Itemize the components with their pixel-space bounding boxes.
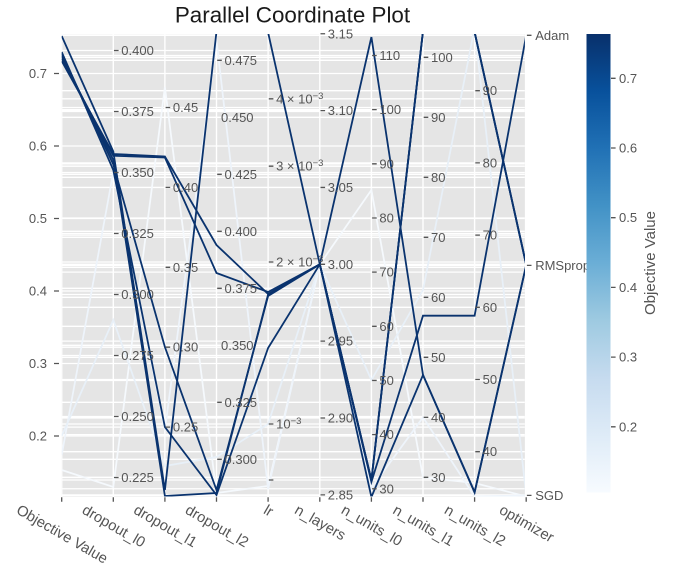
svg-text:SGD: SGD xyxy=(535,488,563,503)
svg-text:0.7: 0.7 xyxy=(29,66,47,81)
svg-text:60: 60 xyxy=(483,300,497,315)
svg-text:0.300: 0.300 xyxy=(121,287,154,302)
svg-text:2.85: 2.85 xyxy=(328,487,353,502)
svg-text:0.7: 0.7 xyxy=(619,71,637,86)
svg-text:0.225: 0.225 xyxy=(121,470,154,485)
svg-text:60: 60 xyxy=(379,319,393,334)
svg-text:0.6: 0.6 xyxy=(619,141,637,156)
svg-text:40: 40 xyxy=(431,410,445,425)
svg-text:0.35: 0.35 xyxy=(173,260,198,275)
svg-text:80: 80 xyxy=(431,170,445,185)
svg-text:0.5: 0.5 xyxy=(619,210,637,225)
svg-text:0.350: 0.350 xyxy=(221,338,254,353)
svg-text:70: 70 xyxy=(483,228,497,243)
svg-text:0.425: 0.425 xyxy=(225,167,258,182)
svg-text:0.350: 0.350 xyxy=(121,165,154,180)
svg-text:0.300: 0.300 xyxy=(225,452,258,467)
svg-text:50: 50 xyxy=(431,350,445,365)
svg-text:0.275: 0.275 xyxy=(121,348,154,363)
svg-text:0.375: 0.375 xyxy=(225,281,258,296)
svg-text:0.2: 0.2 xyxy=(29,429,47,444)
svg-text:100: 100 xyxy=(379,102,401,117)
svg-text:50: 50 xyxy=(483,372,497,387)
svg-text:0.375: 0.375 xyxy=(121,104,154,119)
svg-text:0.4: 0.4 xyxy=(29,284,47,299)
svg-text:0.250: 0.250 xyxy=(121,409,154,424)
svg-text:90: 90 xyxy=(483,83,497,98)
svg-text:30: 30 xyxy=(379,481,393,496)
svg-text:0.325: 0.325 xyxy=(225,395,258,410)
svg-text:0.25: 0.25 xyxy=(173,420,198,435)
svg-text:40: 40 xyxy=(483,444,497,459)
svg-text:80: 80 xyxy=(483,155,497,170)
svg-text:0.400: 0.400 xyxy=(121,43,154,58)
svg-text:0.40: 0.40 xyxy=(173,180,198,195)
svg-text:90: 90 xyxy=(431,110,445,125)
svg-text:3 × 10−3: 3 × 10−3 xyxy=(276,158,323,174)
svg-text:3.00: 3.00 xyxy=(328,257,353,272)
svg-text:0.2: 0.2 xyxy=(619,419,637,434)
svg-text:0.325: 0.325 xyxy=(121,226,154,241)
svg-text:3.15: 3.15 xyxy=(328,26,353,41)
svg-text:Objective Value: Objective Value xyxy=(642,211,659,315)
svg-text:0.30: 0.30 xyxy=(173,340,198,355)
svg-text:3.10: 3.10 xyxy=(328,103,353,118)
svg-text:60: 60 xyxy=(431,290,445,305)
svg-text:70: 70 xyxy=(379,265,393,280)
svg-text:Parallel Coordinate Plot: Parallel Coordinate Plot xyxy=(175,3,411,28)
svg-text:70: 70 xyxy=(431,230,445,245)
svg-text:2.95: 2.95 xyxy=(328,334,353,349)
svg-text:0.400: 0.400 xyxy=(225,224,258,239)
svg-text:RMSprop: RMSprop xyxy=(535,258,590,273)
svg-text:0.6: 0.6 xyxy=(29,139,47,154)
svg-text:0.5: 0.5 xyxy=(29,211,47,226)
svg-text:100: 100 xyxy=(431,50,453,65)
svg-text:Adam: Adam xyxy=(535,28,569,43)
svg-text:40: 40 xyxy=(379,427,393,442)
svg-text:2.90: 2.90 xyxy=(328,411,353,426)
svg-text:2 × 10−3: 2 × 10−3 xyxy=(276,254,323,270)
svg-text:110: 110 xyxy=(379,48,400,63)
svg-text:4 × 10−3: 4 × 10−3 xyxy=(276,91,323,107)
svg-text:3.05: 3.05 xyxy=(328,180,353,195)
svg-text:0.450: 0.450 xyxy=(221,110,254,125)
svg-text:0.475: 0.475 xyxy=(225,53,258,68)
svg-text:80: 80 xyxy=(379,210,393,225)
svg-text:0.45: 0.45 xyxy=(173,100,198,115)
svg-text:90: 90 xyxy=(379,156,393,171)
svg-text:0.3: 0.3 xyxy=(29,356,47,371)
svg-text:0.3: 0.3 xyxy=(619,350,637,365)
svg-text:30: 30 xyxy=(431,470,445,485)
svg-text:50: 50 xyxy=(379,373,393,388)
svg-text:0.4: 0.4 xyxy=(619,280,637,295)
